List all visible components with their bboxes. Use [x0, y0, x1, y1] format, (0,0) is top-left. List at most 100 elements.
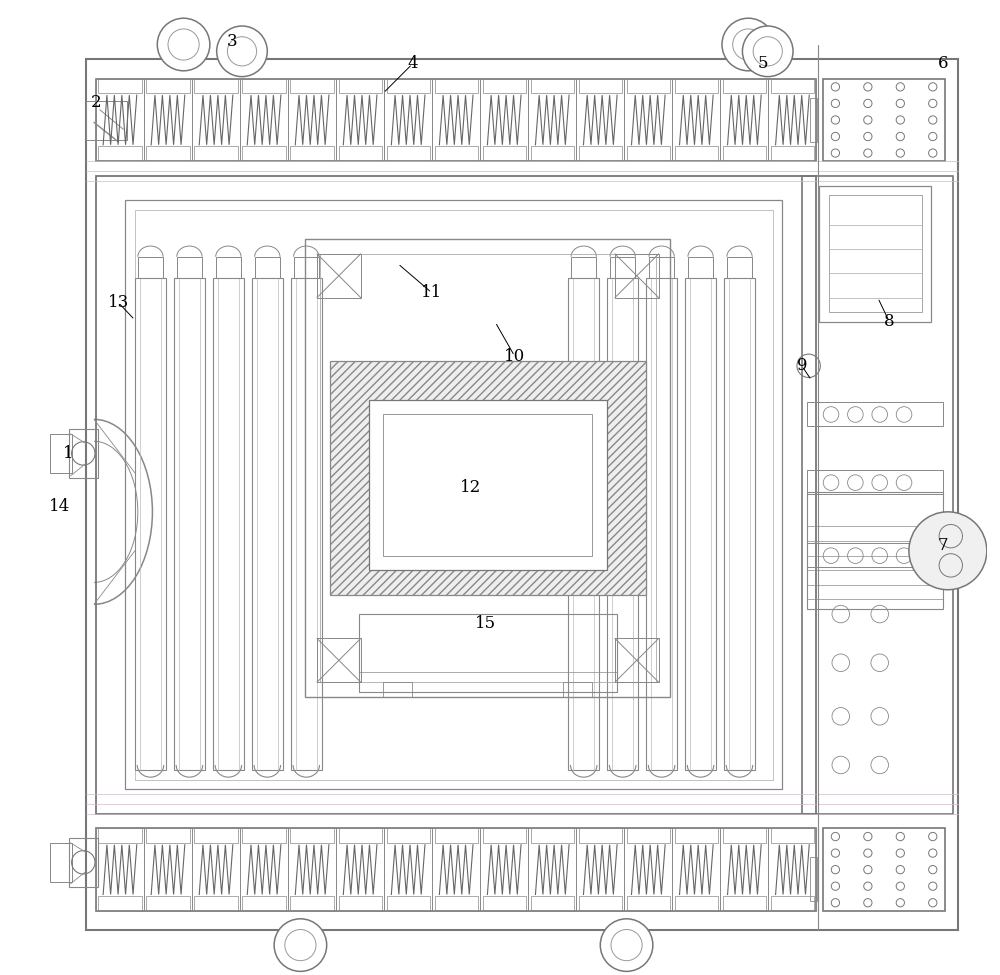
Bar [146, 79, 190, 94]
Bar [829, 195, 922, 312]
Bar [383, 682, 412, 697]
Bar [435, 146, 478, 161]
Bar [528, 79, 576, 161]
Bar [317, 254, 361, 297]
Bar [771, 896, 814, 911]
Bar [480, 829, 528, 911]
Bar [685, 278, 716, 770]
Bar [615, 254, 659, 297]
Bar [336, 829, 384, 911]
Bar [724, 278, 755, 770]
Bar [688, 256, 713, 278]
Bar [291, 278, 322, 770]
Bar [627, 829, 670, 843]
Bar [288, 79, 336, 161]
Bar [819, 185, 931, 322]
Bar [387, 896, 430, 911]
Bar [96, 829, 816, 911]
Bar [615, 639, 659, 682]
Bar [568, 278, 599, 770]
Bar [369, 400, 607, 570]
Bar [387, 79, 430, 94]
Bar [579, 829, 622, 843]
Bar [317, 639, 361, 682]
Bar [576, 79, 624, 161]
Bar [213, 278, 244, 770]
Bar [96, 176, 816, 814]
Circle shape [274, 918, 327, 971]
Bar [69, 838, 98, 886]
Bar [336, 79, 384, 161]
Bar [290, 146, 334, 161]
Bar [823, 79, 945, 161]
Circle shape [157, 19, 210, 71]
Bar [624, 79, 672, 161]
Bar [290, 896, 334, 911]
Bar [807, 470, 943, 494]
Bar [672, 829, 720, 911]
Bar [383, 414, 592, 556]
Bar [579, 146, 622, 161]
Bar [723, 146, 766, 161]
Bar [290, 79, 334, 94]
Bar [177, 256, 202, 278]
Bar [98, 146, 142, 161]
Bar [96, 79, 144, 161]
Bar [675, 146, 718, 161]
Text: 3: 3 [227, 33, 238, 50]
Bar [359, 614, 617, 692]
Bar [242, 146, 286, 161]
Bar [435, 79, 478, 94]
Bar [339, 146, 382, 161]
Bar [571, 256, 596, 278]
Bar [144, 79, 192, 161]
Bar [135, 278, 166, 770]
Bar [768, 79, 816, 161]
Bar [387, 146, 430, 161]
Bar [339, 896, 382, 911]
Bar [69, 429, 98, 478]
Bar [192, 829, 240, 911]
Bar [50, 434, 72, 473]
Bar [675, 829, 718, 843]
Bar [146, 146, 190, 161]
Circle shape [600, 918, 653, 971]
Bar [531, 896, 574, 911]
Bar [240, 79, 288, 161]
Text: 7: 7 [938, 537, 948, 555]
Bar [720, 79, 768, 161]
Bar [768, 829, 816, 911]
Bar [138, 256, 163, 278]
Bar [607, 278, 638, 770]
Bar [579, 896, 622, 911]
Text: 15: 15 [475, 615, 496, 633]
Bar [627, 146, 670, 161]
Text: 8: 8 [884, 314, 895, 331]
Bar [528, 829, 576, 911]
Bar [86, 101, 127, 140]
Bar [531, 829, 574, 843]
Bar [480, 79, 528, 161]
Bar [135, 210, 773, 780]
Bar [96, 79, 816, 161]
Bar [483, 896, 526, 911]
Bar [771, 79, 814, 94]
Bar [146, 829, 190, 843]
Bar [483, 146, 526, 161]
Circle shape [742, 26, 793, 77]
Bar [435, 829, 478, 843]
Text: 11: 11 [421, 285, 442, 301]
Text: 12: 12 [460, 479, 481, 496]
Bar [627, 79, 670, 94]
Bar [50, 842, 72, 881]
Bar [194, 79, 238, 94]
Bar [86, 59, 958, 930]
Bar [146, 896, 190, 911]
Bar [627, 896, 670, 911]
Bar [807, 543, 943, 567]
Bar [771, 829, 814, 843]
Circle shape [722, 19, 775, 71]
Bar [579, 79, 622, 94]
Text: 4: 4 [407, 56, 418, 72]
Bar [432, 79, 480, 161]
